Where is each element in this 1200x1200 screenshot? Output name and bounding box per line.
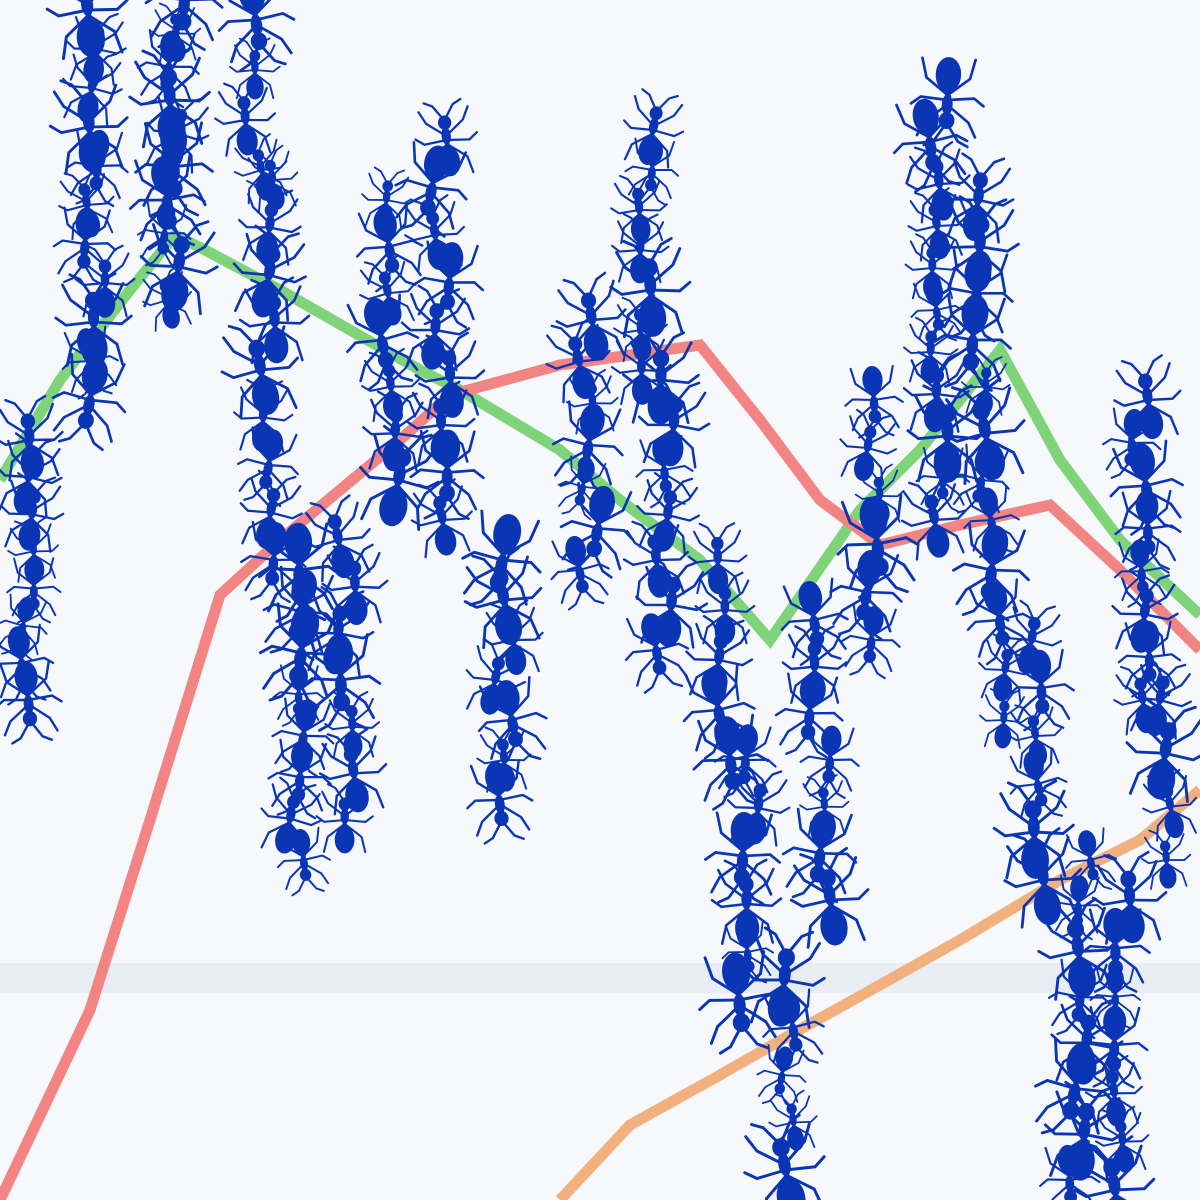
- line-1: [0, 228, 1200, 649]
- horizontal-band: [0, 963, 1200, 993]
- line-3: [555, 785, 1200, 1200]
